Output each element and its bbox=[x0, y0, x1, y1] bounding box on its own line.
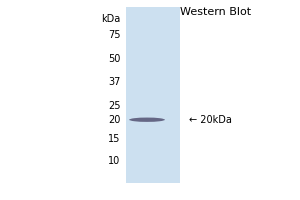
Text: Western Blot: Western Blot bbox=[180, 7, 251, 17]
Text: kDa: kDa bbox=[101, 14, 120, 24]
Text: 10: 10 bbox=[108, 156, 120, 166]
Text: 20: 20 bbox=[108, 115, 120, 125]
Text: ← 20kDa: ← 20kDa bbox=[189, 115, 232, 125]
Bar bbox=[126, 7, 180, 183]
Text: 75: 75 bbox=[108, 30, 120, 40]
Ellipse shape bbox=[129, 118, 165, 122]
Text: 25: 25 bbox=[108, 101, 120, 111]
Text: 15: 15 bbox=[108, 134, 120, 144]
Text: 37: 37 bbox=[108, 77, 120, 87]
Text: 50: 50 bbox=[108, 54, 120, 64]
